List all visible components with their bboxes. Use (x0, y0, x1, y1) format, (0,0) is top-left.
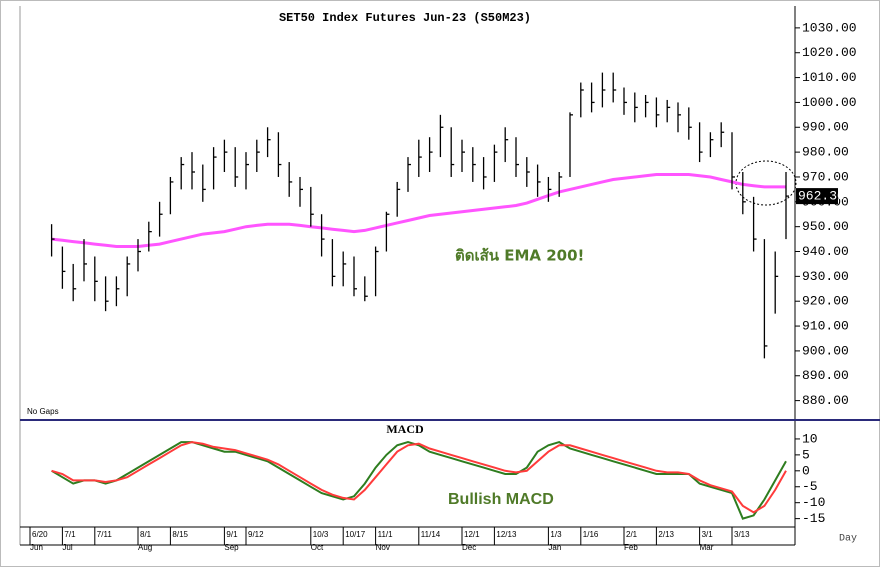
month-label: Nov (376, 543, 390, 552)
last-price-box (796, 188, 838, 205)
y-tick-label: -15 (802, 511, 825, 526)
x-tick-label: 9/1 (226, 530, 238, 539)
y-tick-label: -10 (802, 495, 825, 510)
y-tick-label: 980.00 (802, 145, 849, 160)
y-tick-label: 890.00 (802, 368, 849, 383)
x-tick-label: 12/13 (496, 530, 517, 539)
y-tick-label: 1000.00 (802, 95, 857, 110)
x-tick-label: 10/3 (313, 530, 329, 539)
month-label: Dec (462, 543, 476, 552)
y-tick-label: 910.00 (802, 318, 849, 333)
month-label: Sep (224, 543, 239, 552)
y-tick-label: 5 (802, 447, 810, 462)
x-tick-label: 1/16 (583, 530, 599, 539)
month-label: Jul (62, 543, 72, 552)
macd-line (51, 441, 787, 514)
y-tick-label: 990.00 (802, 120, 849, 135)
month-label: Oct (311, 543, 324, 552)
last-price-label: 962.30 (798, 189, 845, 204)
macd-title: MACD (386, 422, 424, 436)
x-tick-label: 3/13 (734, 530, 750, 539)
x-tick-label: 2/13 (658, 530, 674, 539)
macd-annotation: Bullish MACD (448, 491, 554, 508)
y-tick-label: 930.00 (802, 269, 849, 284)
y-tick-label: 950.00 (802, 219, 849, 234)
x-tick-label: 12/1 (464, 530, 480, 539)
month-label: Jan (548, 543, 561, 552)
x-tick-label: 11/14 (421, 530, 441, 539)
month-label: Feb (624, 543, 638, 552)
y-tick-label: 1020.00 (802, 45, 857, 60)
x-tick-label: 7/1 (64, 530, 76, 539)
y-tick-label: 1010.00 (802, 70, 857, 85)
x-tick-label: 1/3 (550, 530, 562, 539)
x-tick-label: 8/15 (172, 530, 188, 539)
y-tick-label: 970.00 (802, 169, 849, 184)
x-tick-label: 3/1 (702, 530, 714, 539)
no-gaps-note: No Gaps (27, 407, 59, 416)
y-tick-label: 10 (802, 431, 818, 446)
y-tick-label: 1030.00 (802, 20, 857, 35)
month-label: Aug (138, 543, 152, 552)
y-tick-label: 920.00 (802, 294, 849, 309)
x-tick-label: 7/11 (97, 530, 113, 539)
month-label: Jun (30, 543, 43, 552)
y-tick-label: 880.00 (802, 393, 849, 408)
ema-annotation: ติดเส้น EMA 200! (455, 247, 584, 265)
x-tick-label: 2/1 (626, 530, 638, 539)
month-label: Mar (700, 543, 714, 552)
ema-line (51, 173, 786, 248)
x-tick-label: 11/1 (378, 530, 394, 539)
y-tick-label: 940.00 (802, 244, 849, 259)
chart-title: SET50 Index Futures Jun-23 (S50M23) (279, 11, 531, 25)
x-tick-label: 6/20 (32, 530, 48, 539)
x-tick-label: 9/12 (248, 530, 264, 539)
y-tick-label: -5 (802, 479, 818, 494)
x-tick-label: 10/17 (345, 530, 366, 539)
y-tick-label: 900.00 (802, 343, 849, 358)
y-tick-label: 0 (802, 463, 810, 478)
x-tick-label: 8/1 (140, 530, 152, 539)
macd-line (51, 441, 787, 520)
x-axis-label: Day (839, 534, 857, 545)
